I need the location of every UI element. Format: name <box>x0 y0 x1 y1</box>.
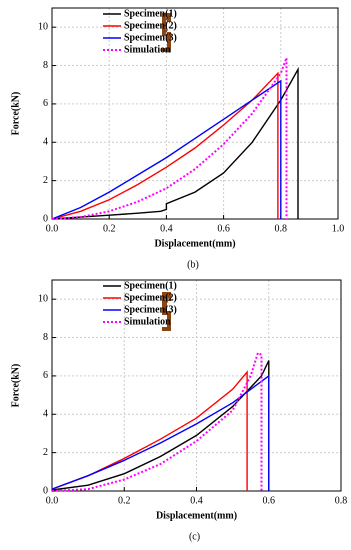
x-axis-title: Displacement(mm) <box>154 238 235 249</box>
y-tick-label: 8 <box>43 60 48 71</box>
x-tick-label: 1.0 <box>332 223 345 234</box>
y-tick-label: 10 <box>38 293 48 304</box>
y-tick-label: 2 <box>43 175 48 186</box>
y-tick-label: 2 <box>43 447 48 458</box>
y-axis-title: Force(kN) <box>10 364 21 408</box>
series-line <box>51 66 299 220</box>
y-tick-label: 0 <box>43 485 48 496</box>
y-axis-title: Force(kN) <box>10 92 21 136</box>
plot-frame <box>51 279 342 492</box>
series-line <box>51 360 270 491</box>
x-tick-label: 0.8 <box>275 223 288 234</box>
legend-label: Specimen(3) <box>124 304 177 315</box>
series-line <box>51 71 279 220</box>
series-line <box>51 374 270 491</box>
plot-frame <box>51 7 339 220</box>
x-tick-label: 0.4 <box>160 223 173 234</box>
series-line <box>51 79 282 220</box>
x-tick-label: 0.2 <box>103 223 116 234</box>
panel-caption: (b) <box>187 259 199 270</box>
x-tick-label: 0.2 <box>118 495 131 506</box>
legend-label: Specimen(1) <box>124 280 177 291</box>
legend-label: Specimen(2) <box>124 292 177 303</box>
y-tick-label: 0 <box>43 213 48 224</box>
y-tick-label: 10 <box>38 21 48 32</box>
x-tick-label: 0.8 <box>335 495 348 506</box>
y-tick-label: 6 <box>43 370 48 381</box>
legend-label: Simulation <box>124 44 171 55</box>
legend-label: Simulation <box>124 316 171 327</box>
legend-label: Specimen(3) <box>124 32 177 43</box>
y-tick-label: 6 <box>43 98 48 109</box>
y-tick-label: 8 <box>43 332 48 343</box>
y-tick-label: 4 <box>43 137 48 148</box>
legend-label: Specimen(1) <box>124 8 177 19</box>
x-tick-label: 0.0 <box>46 223 59 234</box>
series-line <box>51 351 263 492</box>
legend-label: Specimen(2) <box>124 20 177 31</box>
x-tick-label: 0.6 <box>217 223 230 234</box>
x-tick-label: 0.6 <box>263 495 276 506</box>
panel-caption: (c) <box>189 531 200 542</box>
x-tick-label: 0.0 <box>46 495 59 506</box>
y-tick-label: 4 <box>43 409 48 420</box>
series-line <box>51 370 248 491</box>
specimen-icon <box>162 292 171 331</box>
series-line <box>51 57 288 220</box>
x-tick-label: 0.4 <box>190 495 203 506</box>
x-axis-title: Displacement(mm) <box>156 510 237 521</box>
